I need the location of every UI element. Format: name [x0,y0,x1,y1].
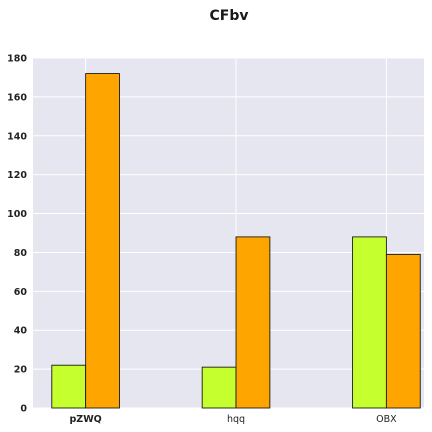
y-tick-label: 140 [7,131,27,142]
y-tick-label: 20 [14,365,28,376]
chart-title: CFbv [210,8,249,24]
y-tick-label: 120 [7,170,27,181]
y-tick-label: 0 [20,404,27,415]
y-tick-label: 60 [14,287,28,298]
x-tick-label: pZWQ [70,414,102,425]
x-tick-label: hqq [227,414,245,425]
bar-OBX-s0 [352,236,387,409]
bar-OBX-s1 [385,253,421,409]
y-tick-label: 160 [7,92,27,103]
y-tick-label: 40 [14,326,28,337]
bar-hqq-s1 [235,236,271,409]
y-tick-label: 100 [7,209,27,220]
x-tick-label: OBX [376,414,397,425]
bar-hqq-s0 [201,366,237,409]
x-axis-ticks: pZWQ hqq OBX [70,414,398,425]
bar-pZWQ-s1 [85,73,120,409]
y-axis-ticks: 0 20 40 60 80 100 120 140 160 180 [7,54,27,415]
bars [51,73,421,409]
y-tick-label: 180 [7,54,27,65]
y-tick-label: 80 [14,248,28,259]
bar-pZWQ-s0 [51,364,87,409]
